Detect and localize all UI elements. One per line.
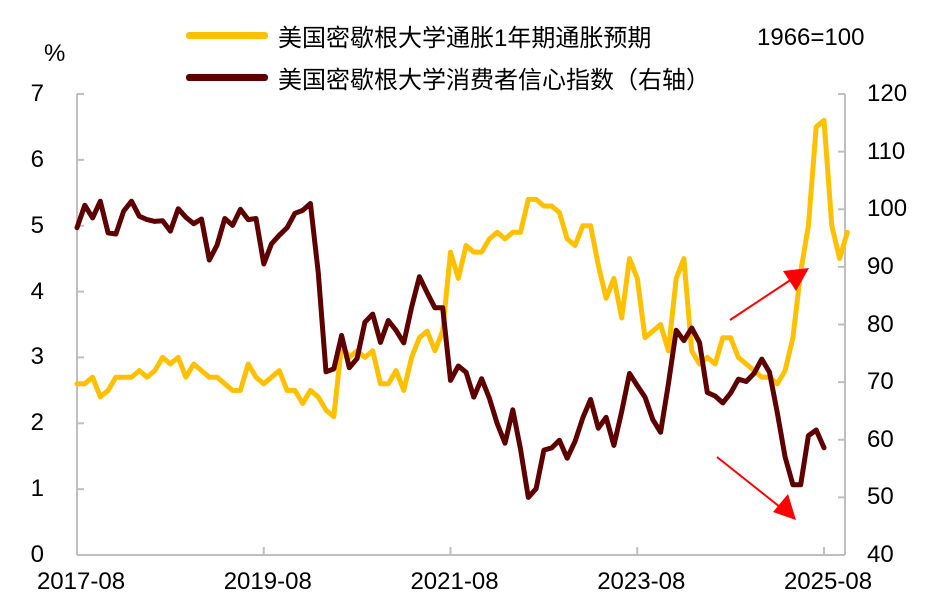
inflation-expectation-line (74, 117, 850, 420)
legend-item-inflation: 美国密歇根大学通胀1年期通胀预期 (186, 18, 651, 53)
right-tick-label: 50 (867, 483, 894, 511)
right-tick-label: 110 (867, 137, 906, 165)
left-tick-label: 0 (30, 541, 44, 568)
up-arrow (729, 278, 793, 321)
x-tick-label: 2025-08 (783, 568, 873, 595)
consumer-sentiment-line (74, 198, 827, 500)
up-arrow-head (783, 268, 809, 291)
x-tick-label: 2023-08 (597, 568, 686, 595)
right-tick-label: 40 (867, 541, 894, 568)
x-tick-label: 2019-08 (223, 568, 312, 595)
left-axis-unit: % (44, 40, 66, 67)
down-arrow-head (773, 494, 796, 520)
annotation-arrows (716, 268, 809, 520)
left-tick-label: 1 (30, 475, 44, 503)
left-tick-label: 7 (30, 80, 44, 107)
right-tick-label: 60 (867, 425, 894, 453)
legend-label-sentiment: 美国密歇根大学消费者信心指数（右轴） (278, 67, 710, 94)
legend-label-inflation: 美国密歇根大学通胀1年期通胀预期 (278, 25, 652, 52)
x-tick-label: 2017-08 (36, 568, 126, 595)
left-tick-label: 6 (30, 145, 44, 173)
legend-swatch-maroon (186, 74, 268, 81)
left-tick-label: 2 (30, 409, 44, 437)
legend-item-sentiment: 美国密歇根大学消费者信心指数（右轴） (186, 60, 710, 95)
left-tick-label: 5 (30, 211, 44, 239)
right-tick-label: 90 (867, 252, 894, 280)
left-tick-label: 3 (30, 343, 44, 371)
axes (76, 93, 846, 556)
legend-swatch-yellow (186, 32, 268, 39)
right-axis-unit: 1966=100 (757, 24, 865, 51)
right-tick-label: 100 (867, 195, 908, 223)
down-arrow (716, 456, 781, 508)
right-tick-label: 120 (867, 80, 908, 107)
x-tick-label: 2021-08 (410, 568, 499, 595)
series-layer (74, 117, 850, 500)
right-tick-label: 70 (867, 368, 894, 396)
left-tick-label: 4 (30, 277, 44, 305)
right-tick-label: 80 (867, 310, 894, 338)
